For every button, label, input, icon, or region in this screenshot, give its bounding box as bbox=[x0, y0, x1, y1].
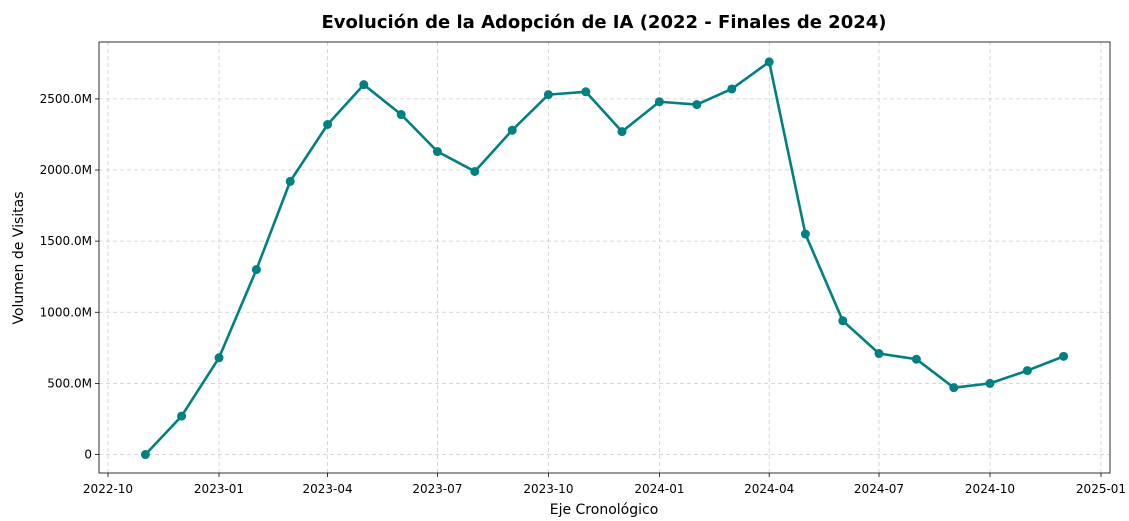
point bbox=[581, 87, 591, 97]
point bbox=[654, 97, 664, 107]
point bbox=[140, 450, 150, 460]
x-axis-label: Eje Cronológico bbox=[550, 502, 659, 517]
point bbox=[507, 125, 517, 135]
point bbox=[323, 120, 333, 130]
x-tick-label: 2023-10 bbox=[523, 482, 573, 496]
point bbox=[911, 354, 921, 364]
x-tick-label: 2024-07 bbox=[854, 482, 904, 496]
point bbox=[874, 349, 884, 359]
point bbox=[1059, 351, 1069, 361]
point bbox=[543, 90, 553, 100]
x-tick-label: 2023-01 bbox=[194, 482, 244, 496]
x-tick-label: 2023-04 bbox=[303, 482, 353, 496]
x-tick-label: 2024-01 bbox=[634, 482, 684, 496]
point bbox=[251, 265, 261, 275]
x-tick-label: 2022-10 bbox=[83, 482, 133, 496]
y-tick-label: 0 bbox=[84, 448, 92, 462]
y-axis-label: Volumen de Visitas bbox=[11, 191, 27, 324]
point bbox=[432, 147, 442, 157]
point bbox=[214, 353, 224, 363]
y-tick-label: 1500.0M bbox=[40, 234, 92, 248]
y-tick-label: 500.0M bbox=[47, 376, 92, 390]
point bbox=[396, 110, 406, 120]
point bbox=[1022, 366, 1032, 376]
point bbox=[617, 127, 627, 137]
plot-frame bbox=[98, 41, 1111, 474]
point bbox=[177, 411, 187, 421]
point bbox=[727, 84, 737, 94]
y-tick-label: 2500.0M bbox=[40, 92, 92, 106]
point bbox=[985, 378, 995, 388]
x-tick-label: 2024-10 bbox=[965, 482, 1015, 496]
point bbox=[285, 176, 295, 186]
x-tick-label: 2024-04 bbox=[744, 482, 794, 496]
point bbox=[692, 100, 702, 110]
point bbox=[949, 383, 959, 393]
point bbox=[838, 316, 848, 326]
x-tick-label: 2023-07 bbox=[412, 482, 462, 496]
point bbox=[359, 80, 369, 90]
line bbox=[144, 60, 1065, 456]
point bbox=[800, 229, 810, 239]
x-tick-label: 2025-01 bbox=[1076, 482, 1126, 496]
chart-title: Evolución de la Adopción de IA (2022 - F… bbox=[321, 12, 886, 33]
point bbox=[764, 57, 774, 67]
y-tick-label: 2000.0M bbox=[40, 163, 92, 177]
point bbox=[470, 166, 480, 176]
y-tick-label: 1000.0M bbox=[40, 305, 92, 319]
